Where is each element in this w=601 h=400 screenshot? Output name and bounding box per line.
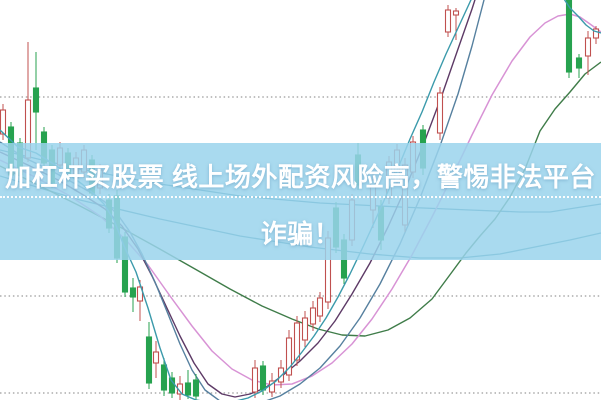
candle-up: [316, 297, 324, 317]
candle-down: [129, 287, 137, 298]
candle-up: [285, 337, 293, 376]
candle-up: [152, 351, 160, 364]
candle-up: [301, 317, 309, 341]
candle-up: [444, 9, 452, 33]
headline-banner: 加杠杆买股票 线上场外配资风险高，警惕非法平台 诈骗！: [0, 143, 601, 260]
candle-up: [436, 92, 444, 134]
candle-up: [584, 37, 592, 57]
candle-down: [575, 57, 583, 69]
ma-magenta: [0, 13, 601, 386]
candle-up: [136, 286, 144, 302]
candle-down: [259, 365, 267, 391]
candle-up: [309, 307, 317, 325]
candle-up: [0, 109, 7, 135]
candle-down: [32, 87, 40, 113]
candle-up: [293, 322, 301, 361]
candle-down: [192, 379, 200, 397]
candle-down: [565, 0, 573, 73]
candle-up: [251, 367, 259, 393]
candle-down: [184, 382, 192, 396]
candle-up: [592, 28, 600, 39]
headline-line-1: 加杠杆买股票 线上场外配资风险高，警惕非法平台: [5, 162, 596, 192]
candle-down: [160, 364, 168, 391]
candle-up: [452, 10, 460, 16]
candle-down: [145, 336, 153, 384]
candle-up: [277, 367, 285, 383]
grid-dotted-line-overlay: [0, 196, 601, 198]
headline-line-2: 诈骗！: [260, 219, 341, 250]
